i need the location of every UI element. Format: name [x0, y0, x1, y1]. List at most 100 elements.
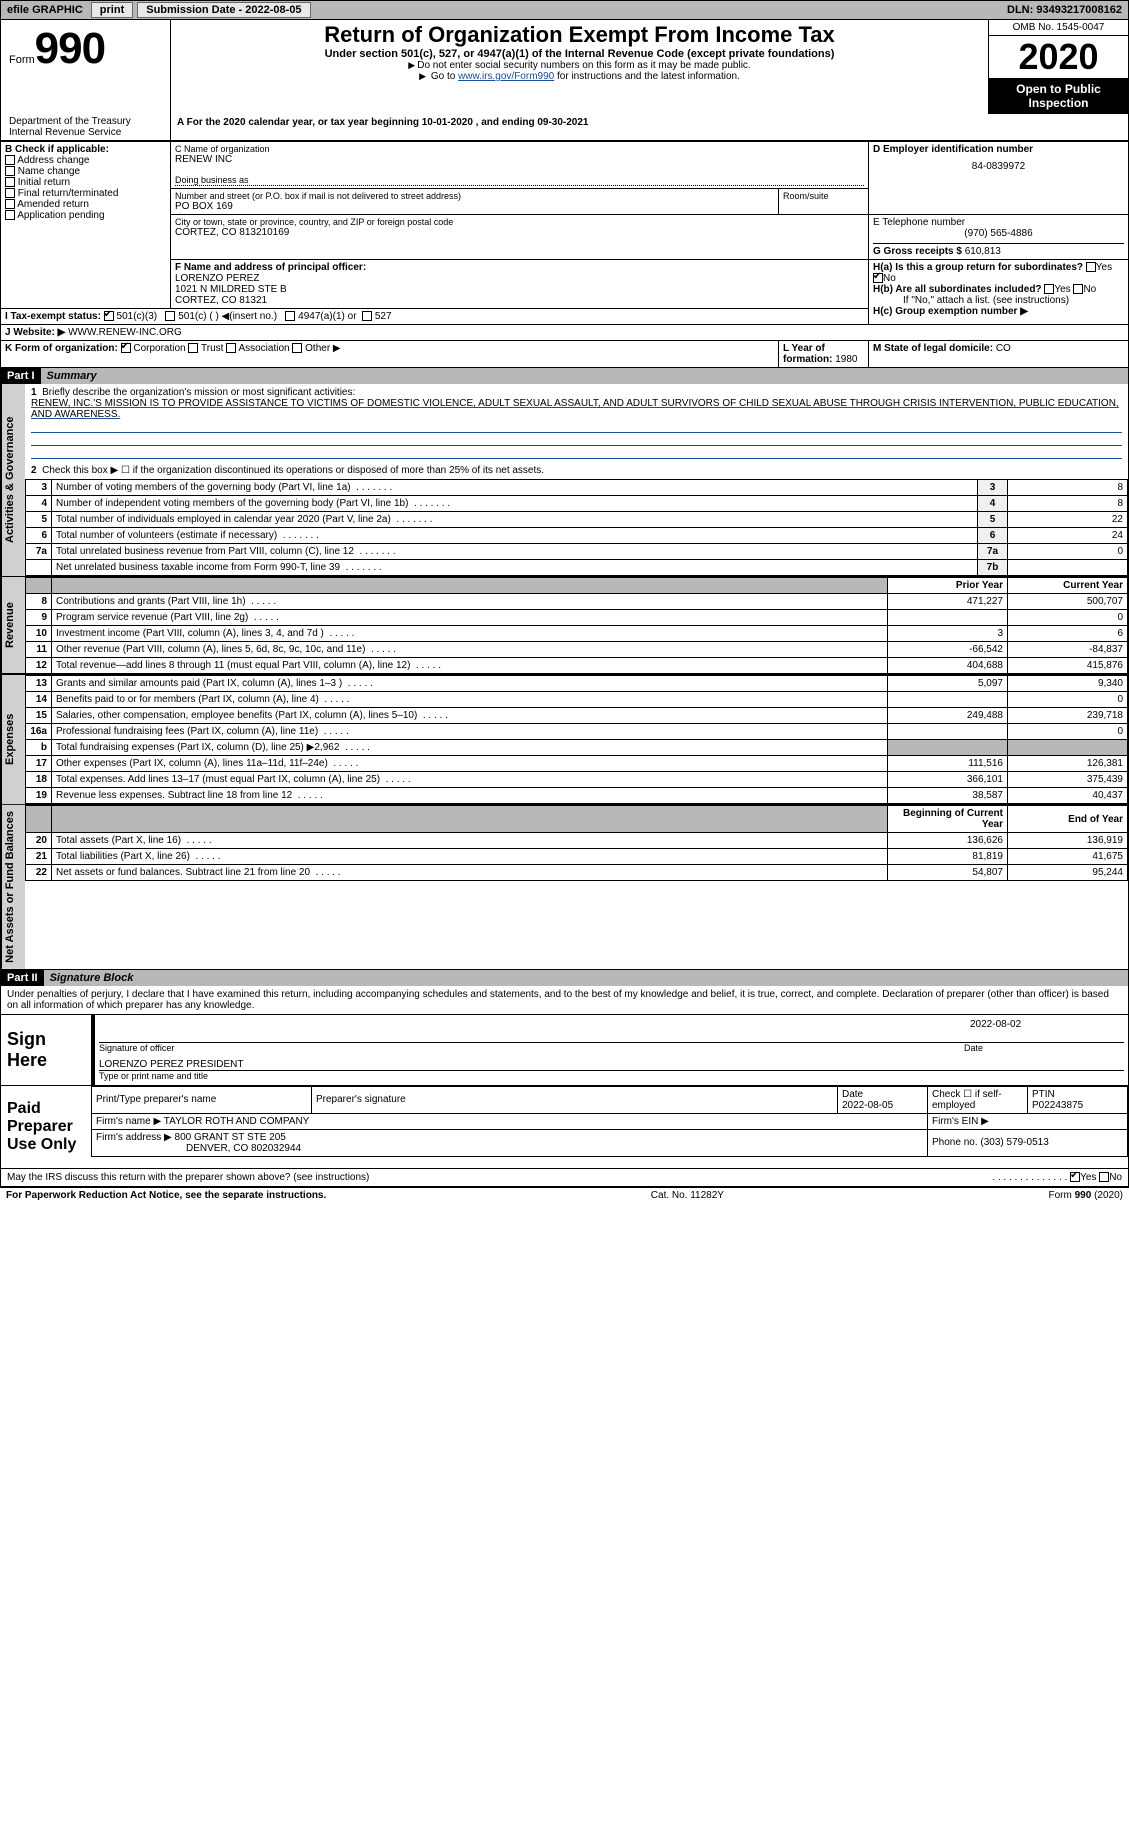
table-row: 3Number of voting members of the governi… — [26, 480, 1128, 496]
tax-year: 2020 — [989, 36, 1128, 78]
table-row: 21Total liabilities (Part X, line 26) . … — [26, 849, 1128, 865]
other-checkbox[interactable] — [292, 343, 302, 353]
table-row: 20Total assets (Part X, line 16) . . . .… — [26, 833, 1128, 849]
line-1: 1 Briefly describe the organization's mi… — [25, 384, 1128, 462]
form-subtitle: Under section 501(c), 527, or 4947(a)(1)… — [179, 48, 980, 60]
table-row: 9Program service revenue (Part VIII, lin… — [26, 610, 1128, 626]
side-governance: Activities & Governance — [1, 384, 25, 576]
table-row: 7aTotal unrelated business revenue from … — [26, 544, 1128, 560]
firm-name: TAYLOR ROTH AND COMPANY — [164, 1116, 310, 1127]
year-box: OMB No. 1545-0047 2020 Open to Public In… — [988, 20, 1128, 114]
trust-checkbox[interactable] — [188, 343, 198, 353]
page-footer: For Paperwork Reduction Act Notice, see … — [0, 1187, 1129, 1203]
paid-preparer-label: Paid Preparer Use Only — [1, 1086, 91, 1168]
ha-no-checkbox[interactable] — [873, 273, 883, 283]
print-button[interactable]: print — [91, 2, 133, 18]
table-row: 11Other revenue (Part VIII, column (A), … — [26, 642, 1128, 658]
paid-preparer-section: Paid Preparer Use Only Print/Type prepar… — [0, 1086, 1129, 1169]
discuss-yes-checkbox[interactable] — [1070, 1172, 1080, 1182]
efile-label: efile GRAPHIC — [1, 4, 89, 16]
table-row: 19Revenue less expenses. Subtract line 1… — [26, 788, 1128, 804]
declaration-text: Under penalties of perjury, I declare th… — [0, 986, 1129, 1014]
box-l: L Year of formation: 1980 — [779, 341, 869, 368]
table-row: 12Total revenue—add lines 8 through 11 (… — [26, 658, 1128, 674]
ha-yes-checkbox[interactable] — [1086, 262, 1096, 272]
discuss-no-checkbox[interactable] — [1099, 1172, 1109, 1182]
dept-treasury: Department of the Treasury Internal Reve… — [1, 114, 171, 140]
boxb-option: Amended return — [5, 199, 166, 210]
hb-no-checkbox[interactable] — [1073, 284, 1083, 294]
table-header-row: Beginning of Current YearEnd of Year — [26, 806, 1128, 833]
box-c-name: C Name of organization RENEW INC Doing b… — [171, 142, 869, 189]
may-irs-row: May the IRS discuss this return with the… — [0, 1169, 1129, 1187]
part-ii-header: Part II Signature Block — [0, 970, 1129, 986]
table-row: 17Other expenses (Part IX, column (A), l… — [26, 756, 1128, 772]
table-row: 6Total number of volunteers (estimate if… — [26, 528, 1128, 544]
form-title: Return of Organization Exempt From Incom… — [179, 22, 980, 48]
form-title-cell: Return of Organization Exempt From Incom… — [171, 20, 988, 114]
box-j: J Website: ▶ WWW.RENEW-INC.ORG — [1, 325, 1129, 341]
part-i-header: Part I Summary — [0, 368, 1129, 384]
table-row: 22Net assets or fund balances. Subtract … — [26, 865, 1128, 881]
sign-here-label: Sign Here — [1, 1015, 91, 1085]
box-d: D Employer identification number 84-0839… — [869, 142, 1129, 215]
boxb-option: Initial return — [5, 177, 166, 188]
officer-name: LORENZO PEREZ PRESIDENT — [99, 1053, 1124, 1071]
table-row: 10Investment income (Part VIII, column (… — [26, 626, 1128, 642]
signature-section: Sign Here 2022-08-02 Signature of office… — [0, 1014, 1129, 1086]
table-row: 14Benefits paid to or for members (Part … — [26, 692, 1128, 708]
hb-yes-checkbox[interactable] — [1044, 284, 1054, 294]
side-revenue: Revenue — [1, 577, 25, 674]
open-to-public: Open to Public Inspection — [989, 78, 1128, 114]
entity-table: B Check if applicable: Address change Na… — [0, 141, 1129, 368]
4947-checkbox[interactable] — [285, 311, 295, 321]
501c3-checkbox[interactable] — [104, 311, 114, 321]
submission-date-button[interactable]: Submission Date - 2022-08-05 — [137, 2, 310, 18]
527-checkbox[interactable] — [362, 311, 372, 321]
box-k: K Form of organization: Corporation Trus… — [1, 341, 779, 368]
box-i: I Tax-exempt status: 501(c)(3) 501(c) ( … — [1, 309, 869, 325]
side-expenses: Expenses — [1, 675, 25, 804]
box-b: B Check if applicable: Address change Na… — [1, 142, 171, 309]
side-netassets: Net Assets or Fund Balances — [1, 805, 25, 969]
corp-checkbox[interactable] — [121, 343, 131, 353]
ptin-value: P02243875 — [1032, 1100, 1083, 1111]
firm-phone: (303) 579-0513 — [980, 1137, 1048, 1148]
top-toolbar: efile GRAPHIC print Submission Date - 20… — [0, 0, 1129, 20]
box-f: F Name and address of principal officer:… — [171, 260, 869, 309]
governance-lines: 3Number of voting members of the governi… — [25, 479, 1128, 576]
box-e-g: E Telephone number (970) 565-4886 G Gros… — [869, 215, 1129, 260]
omb-number: OMB No. 1545-0047 — [989, 20, 1128, 36]
box-c-street: Number and street (or P.O. box if mail i… — [171, 189, 779, 215]
calendar-year-line: A For the 2020 calendar year, or tax yea… — [171, 114, 1128, 140]
boxb-option: Final return/terminated — [5, 188, 166, 199]
table-row: 18Total expenses. Add lines 13–17 (must … — [26, 772, 1128, 788]
table-row: Net unrelated business taxable income fr… — [26, 560, 1128, 576]
assoc-checkbox[interactable] — [226, 343, 236, 353]
table-row: 13Grants and similar amounts paid (Part … — [26, 676, 1128, 692]
website-value: WWW.RENEW-INC.ORG — [68, 327, 182, 338]
netassets-lines: Beginning of Current YearEnd of Year20To… — [25, 805, 1128, 881]
mission-text: RENEW, INC.'S MISSION IS TO PROVIDE ASSI… — [31, 398, 1119, 420]
line-2: 2 Check this box ▶ ☐ if the organization… — [25, 462, 1128, 479]
gross-receipts: 610,813 — [965, 246, 1001, 257]
table-row: 15Salaries, other compensation, employee… — [26, 708, 1128, 724]
note-goto: Go to www.irs.gov/Form990 for instructio… — [179, 71, 980, 82]
table-header-row: Prior YearCurrent Year — [26, 578, 1128, 594]
form-header: Form990 Return of Organization Exempt Fr… — [0, 20, 1129, 114]
room-suite: Room/suite — [779, 189, 869, 215]
table-row: 8Contributions and grants (Part VIII, li… — [26, 594, 1128, 610]
501c-checkbox[interactable] — [165, 311, 175, 321]
revenue-lines: Prior YearCurrent Year8Contributions and… — [25, 577, 1128, 674]
note-no-ssn: Do not enter social security numbers on … — [179, 60, 980, 71]
dln-label: DLN: 93493217008162 — [1001, 4, 1128, 16]
phone-value: (970) 565-4886 — [873, 228, 1124, 239]
irs-link[interactable]: www.irs.gov/Form990 — [458, 71, 554, 82]
ein-value: 84-0839972 — [873, 155, 1124, 178]
boxb-option: Address change — [5, 155, 166, 166]
boxb-option: Application pending — [5, 210, 166, 221]
box-c-city: City or town, state or province, country… — [171, 215, 869, 260]
boxb-option: Name change — [5, 166, 166, 177]
form-number-cell: Form990 — [1, 20, 171, 114]
table-row: 5Total number of individuals employed in… — [26, 512, 1128, 528]
